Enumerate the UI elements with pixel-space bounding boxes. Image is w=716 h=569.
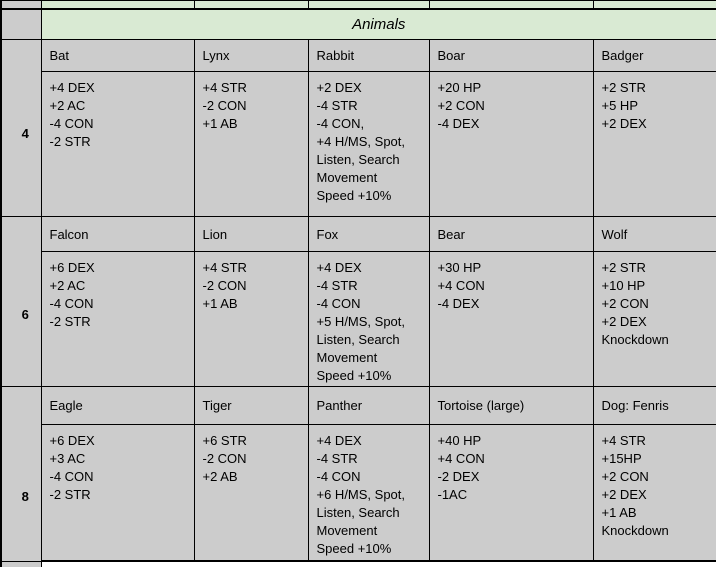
animal-stats-cell[interactable]: +4 STR -2 CON +1 AB [193,71,309,217]
animal-stats-cell[interactable]: +30 HP +4 CON -4 DEX [428,251,594,387]
animal-stats-row: +6 DEX +2 AC -4 CON -2 STR +4 STR -2 CON… [1,251,716,387]
animal-name-cell[interactable]: Rabbit [307,39,430,72]
sliver-cell [40,0,195,10]
animal-stats-row: +4 DEX +2 AC -4 CON -2 STR +4 STR -2 CON… [1,71,716,217]
animal-name-row: 8 Eagle Tiger Panther Tortoise (large) D… [0,386,716,562]
animal-name-cell[interactable]: Dog: Fenris [592,386,716,425]
sliver-cell [307,0,430,10]
sliver-cell [0,0,42,10]
animal-stats-cell[interactable]: +6 STR -2 CON +2 AB [193,424,309,562]
animal-name-cell[interactable]: Badger [592,39,716,72]
animal-name-cell[interactable]: Lion [193,216,309,252]
animal-stats-cell[interactable]: +6 DEX +3 AC -4 CON -2 STR [40,424,195,562]
section-header-row: Animals [0,8,716,40]
section-header-spacer-cell[interactable] [0,8,42,40]
animal-name-cell[interactable]: Wolf [592,216,716,252]
animal-name-cell[interactable]: Bear [428,216,594,252]
animal-name-cell[interactable]: Fox [307,216,430,252]
animal-name-row: 4 Bat Lynx Rabbit Boar Badger [0,39,716,217]
level-cell[interactable]: 8 [0,386,42,562]
animal-name-cell[interactable]: Boar [428,39,594,72]
sliver-cell [428,0,594,10]
animal-name-row: 6 Falcon Lion Fox Bear Wolf [0,216,716,387]
animal-name-cell[interactable]: Bat [40,39,195,72]
animal-stats-cell[interactable]: +2 STR +5 HP +2 DEX [592,71,716,217]
animal-stats-cell[interactable]: +4 DEX -4 STR -4 CON +5 H/MS, Spot, List… [307,251,430,387]
level-cell[interactable]: 6 [0,216,42,387]
animal-name-cell[interactable]: Falcon [40,216,195,252]
animal-stats-row: +6 DEX +3 AC -4 CON -2 STR +6 STR -2 CON… [1,424,716,562]
animal-stats-cell[interactable]: +4 STR +15HP +2 CON +2 DEX +1 AB Knockdo… [592,424,716,562]
section-title-cell[interactable]: Animals [40,8,716,40]
animal-stats-cell[interactable]: +6 DEX +2 AC -4 CON -2 STR [40,251,195,387]
sliver-cell [0,560,42,567]
animal-name-cell[interactable]: Eagle [40,386,195,425]
animal-stats-cell[interactable]: +2 DEX -4 STR -4 CON, +4 H/MS, Spot, Lis… [307,71,430,217]
sliver-cell [592,0,716,10]
animal-stats-cell[interactable]: +2 STR +10 HP +2 CON +2 DEX Knockdown [592,251,716,387]
sliver-cell [40,560,716,567]
animal-stats-cell[interactable]: +40 HP +4 CON -2 DEX -1AC [428,424,594,562]
previous-row-sliver [0,0,716,10]
animal-stats-cell[interactable]: +4 DEX -4 STR -4 CON +6 H/MS, Spot, List… [307,424,430,562]
level-cell[interactable]: 4 [0,39,42,217]
next-row-sliver [0,560,716,567]
animal-name-cell[interactable]: Tortoise (large) [428,386,594,425]
sliver-cell [193,0,309,10]
animal-stats-cell[interactable]: +20 HP +2 CON -4 DEX [428,71,594,217]
animal-name-cell[interactable]: Panther [307,386,430,425]
animal-stats-cell[interactable]: +4 STR -2 CON +1 AB [193,251,309,387]
animal-name-cell[interactable]: Tiger [193,386,309,425]
animal-stats-cell[interactable]: +4 DEX +2 AC -4 CON -2 STR [40,71,195,217]
animal-name-cell[interactable]: Lynx [193,39,309,72]
